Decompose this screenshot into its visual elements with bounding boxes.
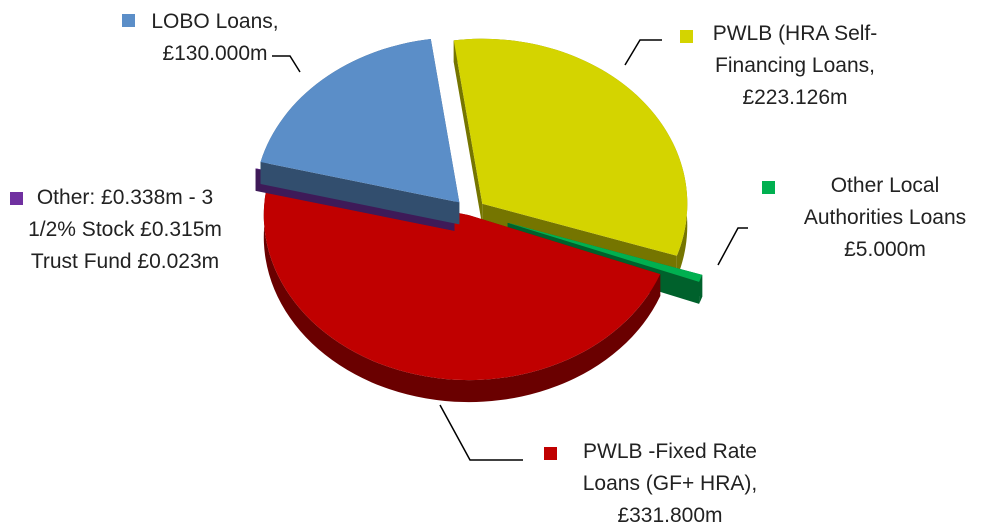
label-name: Other: — [36, 186, 96, 209]
legend-swatch — [680, 30, 693, 43]
data-label: Other: £0.338m - 3 1/2% Stock £0.315m Tr… — [20, 182, 230, 278]
label-value: £223.126m — [742, 86, 848, 109]
legend-swatch — [10, 192, 23, 205]
slice-rim — [699, 274, 703, 304]
slice-top — [263, 175, 661, 381]
leader-line — [272, 55, 301, 73]
slice-top — [453, 38, 688, 256]
label-value: £130.000m — [162, 42, 268, 65]
annotation: - 3 1/2% Stock £0.315m Trust Fund £0.023… — [28, 186, 222, 273]
slice-top — [260, 39, 460, 203]
label-name: PWLB (HRA Self-Financing Loans, — [712, 22, 878, 77]
label-value: £331.800m — [617, 504, 723, 527]
legend-swatch — [762, 181, 775, 194]
data-label: Other Local Authorities Loans £5.000m — [785, 170, 985, 266]
leader-line — [624, 39, 662, 66]
slice-top — [507, 222, 703, 282]
data-label: PWLB (HRA Self-Financing Loans, £223.126m — [695, 18, 895, 114]
slice-wall — [453, 40, 483, 226]
data-label: LOBO Loans, £130.000m — [130, 6, 300, 70]
label-name: PWLB -Fixed Rate Loans (GF+ HRA), — [582, 440, 758, 495]
label-name: LOBO Loans, — [151, 10, 279, 33]
slice-wall — [260, 161, 460, 225]
label-value: £5.000m — [844, 238, 926, 261]
data-label: PWLB -Fixed Rate Loans (GF+ HRA), £331.80… — [565, 436, 775, 532]
legend-swatch — [122, 14, 135, 27]
slice — [260, 39, 460, 225]
label-value: £0.338m — [101, 186, 183, 209]
legend-swatch — [544, 447, 557, 460]
leader-line — [439, 404, 523, 461]
leader-line — [717, 227, 748, 266]
label-name: Other Local Authorities Loans — [803, 174, 967, 229]
